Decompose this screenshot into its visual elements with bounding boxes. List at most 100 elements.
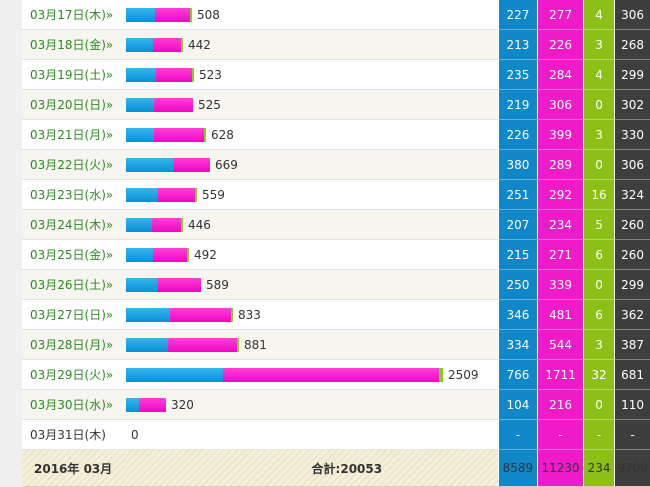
pink-count: 292 <box>537 179 584 210</box>
date-cell: 03月24日(木)» <box>22 209 126 240</box>
stacked-bar: 669 <box>125 157 498 172</box>
dark-count: 387 <box>614 329 650 360</box>
date-link[interactable]: 03月24日(木)» <box>30 218 113 232</box>
pink-count: 306 <box>537 89 584 120</box>
monthly-access-table: 03月17日(木)» 508 227 277 4 306 03月18日(金)» 442 213 2… <box>22 0 650 487</box>
date-link[interactable]: 03月17日(木)» <box>30 8 113 22</box>
daily-rows-table: 03月17日(木)» 508 227 277 4 306 03月18日(金)» 442 213 2… <box>22 0 650 487</box>
pink-bar-segment <box>153 127 204 142</box>
summary-dark-count: 9709 <box>614 449 650 487</box>
date-link[interactable]: 03月23日(水)» <box>30 188 113 202</box>
row-total: 589 <box>205 277 229 292</box>
table-row: 03月31日(木) 0- - - - <box>22 419 650 450</box>
bar-cell: 628 <box>125 119 499 150</box>
summary-pink-count: 11230 <box>537 449 584 487</box>
pink-bar-segment <box>152 247 187 262</box>
date-link[interactable]: 03月30日(水)» <box>30 398 113 412</box>
chevron-right-icon: » <box>105 158 114 172</box>
table-row: 03月22日(火)» 669 380 289 0 306 <box>22 149 650 180</box>
bar-cell: 833 <box>125 299 499 330</box>
pink-count: 284 <box>537 59 584 90</box>
date-link[interactable]: 03月28日(月)» <box>30 338 113 352</box>
blue-bar-segment <box>125 277 158 292</box>
date-cell: 03月23日(水)» <box>22 179 126 210</box>
table-row: 03月28日(月)» 881 334 544 3 387 <box>22 329 650 360</box>
chevron-right-icon: » <box>105 308 114 322</box>
date-label: 03月19日(土) <box>30 68 106 82</box>
blue-count: 215 <box>497 239 538 270</box>
date-cell: 03月28日(月)» <box>22 329 126 360</box>
blue-bar-segment <box>125 187 158 202</box>
blue-count: - <box>497 419 538 450</box>
green-count: - <box>582 419 615 450</box>
pink-bar-segment <box>154 7 190 22</box>
row-total: 446 <box>187 217 211 232</box>
row-total: 508 <box>196 7 220 22</box>
green-count: 5 <box>582 209 615 240</box>
date-label: 03月20日(日) <box>30 98 106 112</box>
date-link[interactable]: 03月26日(土)» <box>30 278 113 292</box>
blue-count: 766 <box>497 359 538 390</box>
stacked-bar: 446 <box>125 217 498 232</box>
green-count: 0 <box>582 89 615 120</box>
chevron-right-icon: » <box>105 68 114 82</box>
date-label: 03月27日(日) <box>30 308 106 322</box>
date-link[interactable]: 03月29日(火)» <box>30 368 113 382</box>
date-link[interactable]: 03月25日(金)» <box>30 248 113 262</box>
stacked-bar: 442 <box>125 37 498 52</box>
pink-count: 544 <box>537 329 584 360</box>
blue-bar-segment <box>125 217 152 232</box>
dark-count: 110 <box>614 389 650 420</box>
green-count: 16 <box>582 179 615 210</box>
date-label: 03月26日(土) <box>30 278 106 292</box>
stacked-bar: 492 <box>125 247 498 262</box>
pink-bar-segment <box>173 157 210 172</box>
chevron-right-icon: » <box>105 398 114 412</box>
pink-count: 216 <box>537 389 584 420</box>
stacked-bar: 833 <box>125 307 498 322</box>
green-bar-segment <box>189 7 192 22</box>
green-bar-segment <box>194 187 197 202</box>
date-link[interactable]: 03月22日(火)» <box>30 158 113 172</box>
bar-cell: 0 <box>125 419 499 450</box>
date-link[interactable]: 03月18日(金)» <box>30 38 113 52</box>
row-total: 881 <box>243 337 267 352</box>
date-cell: 03月21日(月)» <box>22 119 126 150</box>
bar-cell: 2509 <box>125 359 499 390</box>
table-row: 03月26日(土)» 589 250 339 0 299 <box>22 269 650 300</box>
stacked-bar: 2509 <box>125 367 498 382</box>
blue-count: 380 <box>497 149 538 180</box>
bar-cell: 442 <box>125 29 499 60</box>
date-link[interactable]: 03月20日(日)» <box>30 98 113 112</box>
blue-count: 250 <box>497 269 538 300</box>
date-link[interactable]: 03月21日(月)» <box>30 128 113 142</box>
blue-count: 207 <box>497 209 538 240</box>
table-row: 03月21日(月)» 628 226 399 3 330 <box>22 119 650 150</box>
green-bar-segment <box>230 307 233 322</box>
date-label: 03月28日(月) <box>30 338 106 352</box>
stacked-bar: 589 <box>125 277 498 292</box>
pink-count: 271 <box>537 239 584 270</box>
table-row: 03月29日(火)» 2509 766 1711 32 681 <box>22 359 650 390</box>
pink-count: 289 <box>537 149 584 180</box>
date-link[interactable]: 03月27日(日)» <box>30 308 113 322</box>
table-row: 03月23日(水)» 559 251 292 16 324 <box>22 179 650 210</box>
green-bar-segment <box>438 367 443 382</box>
green-count: 4 <box>582 59 615 90</box>
bar-cell: 881 <box>125 329 499 360</box>
date-cell: 03月20日(日)» <box>22 89 126 120</box>
green-bar-segment <box>191 67 194 82</box>
summary-month: 2016年 03月 <box>22 449 126 487</box>
row-total: 442 <box>187 37 211 52</box>
date-label: 03月22日(火) <box>30 158 106 172</box>
date-link[interactable]: 03月19日(土)» <box>30 68 113 82</box>
green-bar-segment <box>180 37 183 52</box>
date-label: 03月31日(木) <box>30 428 106 442</box>
pink-bar-segment <box>155 67 192 82</box>
blue-count: 227 <box>497 0 538 30</box>
row-total: 2509 <box>447 367 479 382</box>
blue-count: 251 <box>497 179 538 210</box>
dark-count: 306 <box>614 149 650 180</box>
green-bar-segment <box>203 127 206 142</box>
green-bar-segment <box>186 247 189 262</box>
